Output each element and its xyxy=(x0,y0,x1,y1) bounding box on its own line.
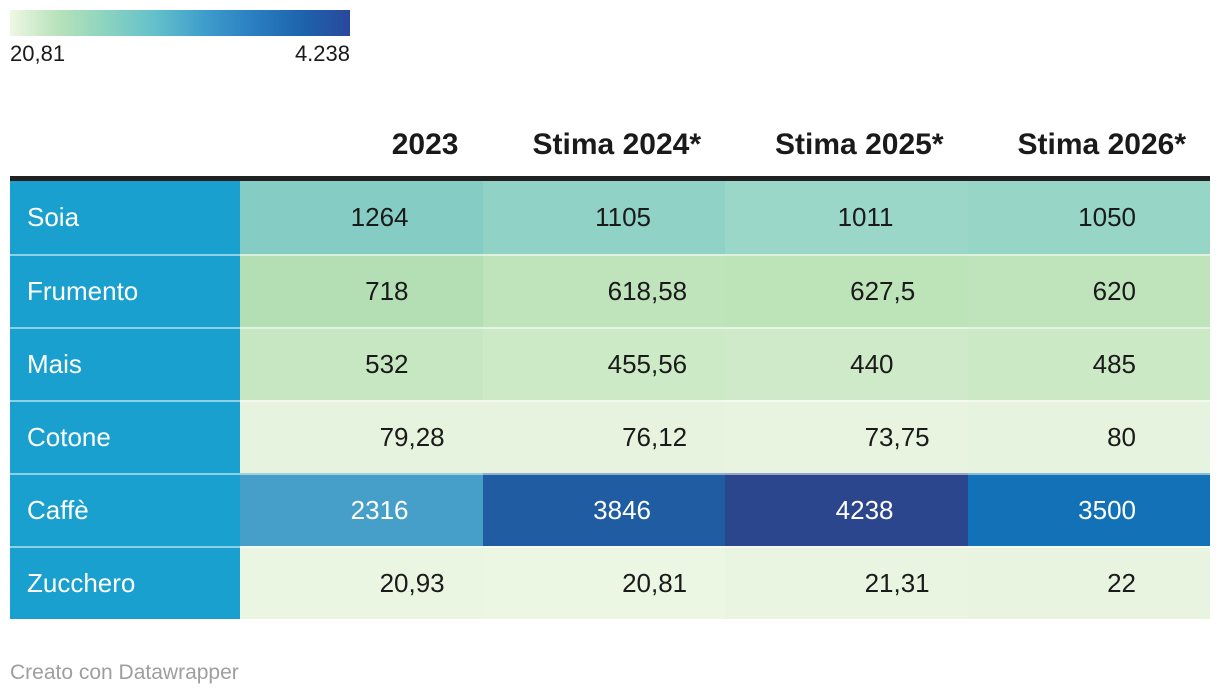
value-cell: 20,93 xyxy=(240,546,483,619)
color-gradient-bar xyxy=(10,10,350,36)
value-decimal-part: ,12 xyxy=(651,422,688,452)
value-decimal-part: ,58 xyxy=(651,276,688,306)
value-integer-part: 20 xyxy=(622,568,651,598)
value-cell: 22 xyxy=(967,546,1210,619)
value-decimal-part: ,93 xyxy=(408,568,445,598)
table-row: Frumento 718 618,58 627,5 620 xyxy=(10,254,1210,327)
value-cell: 3846 xyxy=(482,473,725,546)
value-integer-part: 1264 xyxy=(350,202,409,232)
value-integer-part: 73 xyxy=(864,422,894,452)
value-decimal-part: ,28 xyxy=(408,422,445,452)
value-cell: 620 xyxy=(967,254,1210,327)
value-integer-part: 627 xyxy=(850,276,894,306)
value-cell: 455,56 xyxy=(482,327,725,400)
row-label: Frumento xyxy=(10,254,240,327)
column-header: Stima 2025* xyxy=(775,128,944,161)
value-integer-part: 79 xyxy=(379,422,409,452)
column-header: Stima 2026* xyxy=(1017,128,1186,161)
value-integer-part: 3500 xyxy=(1078,495,1136,525)
value-integer-part: 455 xyxy=(607,349,651,379)
heatmap-table: Soia 1264 1105 1011 1050 Frumento 718 618,58 627… xyxy=(10,176,1210,619)
value-integer-part: 718 xyxy=(365,276,409,306)
value-decimal-part: ,31 xyxy=(893,568,930,598)
color-legend: 20,81 4.238 xyxy=(10,10,350,66)
row-label: Caffè xyxy=(10,473,240,546)
value-integer-part: 76 xyxy=(622,422,651,452)
legend-max-label: 4.238 xyxy=(294,41,350,66)
table-header-row: 2023 Stima 2024* Stima 2025* Stima 2026* xyxy=(10,128,1210,176)
value-decimal-part: ,56 xyxy=(651,349,688,379)
value-decimal-part: ,81 xyxy=(651,568,688,598)
table-row: Zucchero 20,93 20,81 21,31 22 xyxy=(10,546,1210,619)
value-cell: 627,5 xyxy=(725,254,968,327)
value-integer-part: 22 xyxy=(1107,568,1136,598)
value-integer-part: 4238 xyxy=(835,495,894,525)
table-row: Cotone 79,28 76,12 73,75 80 xyxy=(10,400,1210,473)
row-label: Zucchero xyxy=(10,546,240,619)
value-integer-part: 80 xyxy=(1107,422,1136,452)
table-row: Mais 532 455,56 440 485 xyxy=(10,327,1210,400)
value-cell: 73,75 xyxy=(725,400,968,473)
value-cell: 2316 xyxy=(240,473,483,546)
value-integer-part: 620 xyxy=(1092,276,1136,306)
column-header: 2023 xyxy=(391,128,459,161)
value-integer-part: 618 xyxy=(607,276,651,306)
value-cell: 1011 xyxy=(725,181,968,254)
value-cell: 485 xyxy=(967,327,1210,400)
value-cell: 1050 xyxy=(967,181,1210,254)
value-cell: 76,12 xyxy=(482,400,725,473)
legend-min-label: 20,81 xyxy=(10,41,66,66)
legend-labels: 20,81 4.238 xyxy=(10,41,350,66)
column-header: Stima 2024* xyxy=(532,128,701,161)
row-label: Cotone xyxy=(10,400,240,473)
value-cell: 440 xyxy=(725,327,968,400)
value-integer-part: 21 xyxy=(864,568,894,598)
value-integer-part: 532 xyxy=(365,349,409,379)
value-integer-part: 440 xyxy=(850,349,894,379)
value-cell: 1105 xyxy=(482,181,725,254)
value-cell: 1264 xyxy=(240,181,483,254)
table-row: Caffè 2316 3846 4238 3500 xyxy=(10,473,1210,546)
value-integer-part: 3846 xyxy=(593,495,651,525)
value-integer-part: 1105 xyxy=(595,202,651,232)
value-integer-part: 20 xyxy=(379,568,409,598)
value-cell: 20,81 xyxy=(482,546,725,619)
value-cell: 618,58 xyxy=(482,254,725,327)
row-label: Mais xyxy=(10,327,240,400)
value-cell: 3500 xyxy=(967,473,1210,546)
row-label: Soia xyxy=(10,181,240,254)
value-decimal-part: ,75 xyxy=(893,422,930,452)
value-cell: 80 xyxy=(967,400,1210,473)
value-integer-part: 2316 xyxy=(350,495,409,525)
value-cell: 718 xyxy=(240,254,483,327)
value-integer-part: 1011 xyxy=(837,202,894,232)
attribution-text: Creato con Datawrapper xyxy=(10,661,239,684)
value-cell: 79,28 xyxy=(240,400,483,473)
value-integer-part: 485 xyxy=(1092,349,1136,379)
value-integer-part: 1050 xyxy=(1078,202,1136,232)
value-cell: 21,31 xyxy=(725,546,968,619)
attribution: Creato con Datawrapper xyxy=(10,661,1220,685)
value-cell: 532 xyxy=(240,327,483,400)
value-decimal-part: ,5 xyxy=(893,276,916,306)
table-row: Soia 1264 1105 1011 1050 xyxy=(10,181,1210,254)
value-cell: 4238 xyxy=(725,473,968,546)
